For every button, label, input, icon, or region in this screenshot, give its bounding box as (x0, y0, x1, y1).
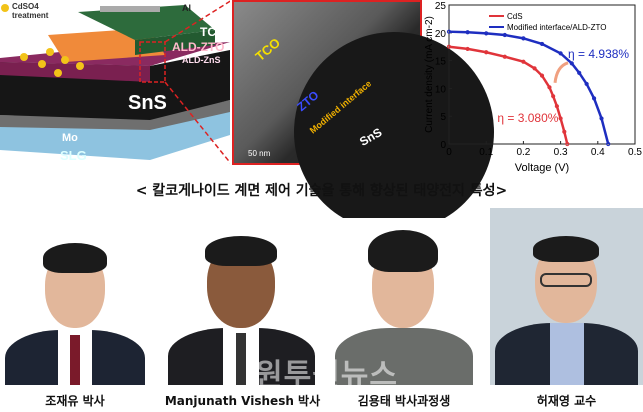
person-name-2: Manjunath Vishesh 박사 (164, 394, 321, 408)
y-tick-label: 0 (440, 140, 446, 151)
data-point (577, 70, 582, 75)
legend-entry: Modified interface/ALD-ZTO (507, 23, 606, 32)
person-name-3: 김용태 박사과정생 (357, 394, 451, 408)
photo-person-3 (330, 218, 478, 385)
data-point (551, 94, 556, 99)
data-point (446, 29, 452, 34)
photo-person-1 (0, 225, 150, 385)
person-name-4: 허재영 교수 (536, 394, 597, 408)
label-mo: Mo (62, 132, 78, 144)
scale-bar: 50 nm (248, 149, 271, 158)
device-stack-illustration (0, 0, 233, 166)
data-point (558, 116, 563, 121)
data-point (565, 141, 570, 147)
data-point (584, 81, 589, 87)
annotation-cds: η = 3.080% (497, 111, 558, 125)
data-point (554, 104, 559, 109)
x-tick-label: 0.4 (591, 147, 605, 158)
tem-label-tco: TCO (252, 34, 284, 65)
y-tick-label: 20 (435, 29, 447, 40)
photo-person-2 (165, 218, 318, 385)
x-tick-label: 0.5 (628, 147, 642, 158)
plot-frame (448, 4, 636, 145)
x-tick-label: 0 (446, 147, 452, 158)
data-point (558, 51, 563, 56)
legend-entry: CdS (507, 12, 523, 21)
data-point (591, 96, 597, 101)
data-point (446, 44, 452, 49)
data-point (465, 30, 470, 35)
device-schematic: CdSO4 treatment Al TCO ALD-ZTO ALD-ZnS S… (0, 0, 233, 170)
data-point (547, 85, 552, 90)
data-point (521, 59, 526, 64)
data-point (465, 46, 470, 52)
tem-image: TCO ZTO Modified interface SnS 50 nm (232, 0, 494, 232)
y-axis-label: Current density (mA cm-2) (424, 16, 435, 133)
y-tick-label: 5 (440, 112, 446, 123)
cdso4-legend: CdSO4 treatment (12, 2, 49, 20)
data-point (539, 73, 545, 78)
label-zto: ALD-ZTO (172, 40, 225, 54)
figure-caption: < 칼코게나이드 계면 제어 기술을 통해 향상된 태양전지 특성> (135, 183, 508, 199)
data-point (606, 141, 611, 147)
data-point (599, 116, 604, 121)
label-slg: SLG (60, 148, 87, 163)
photo-person-4 (490, 208, 643, 385)
data-point (502, 32, 507, 38)
annotation-modified: η = 4.938% (568, 47, 629, 61)
label-zns: ALD-ZnS (182, 55, 221, 65)
label-tco: TCO (200, 25, 226, 39)
improvement-arrow (553, 61, 569, 84)
y-tick-label: 10 (435, 84, 447, 95)
series-line-1 (448, 30, 610, 145)
watermark: 원투원뉴스 (255, 358, 398, 393)
data-point (562, 129, 567, 134)
data-point (484, 31, 489, 36)
x-axis-label: Voltage (V) (515, 162, 569, 174)
x-tick-label: 0.2 (516, 147, 530, 158)
data-point (532, 66, 537, 71)
label-al: Al (182, 3, 191, 13)
y-tick-label: 25 (435, 1, 447, 12)
data-point (484, 50, 489, 55)
person-name-1: 조재유 박사 (45, 394, 105, 408)
label-sns: SnS (128, 92, 167, 114)
data-point (502, 54, 507, 59)
y-tick-label: 15 (435, 57, 447, 68)
data-point (569, 61, 574, 66)
data-point (539, 41, 545, 47)
data-point (521, 36, 526, 41)
series-line-0 (448, 45, 569, 145)
jv-chart: 0 0.1 0.2 0.3 0.4 0.5 0 5 10 15 20 25 Voltage (V) Cur… (424, 1, 642, 174)
x-tick-label: 0.1 (479, 147, 493, 158)
x-tick-label: 0.3 (554, 147, 568, 158)
